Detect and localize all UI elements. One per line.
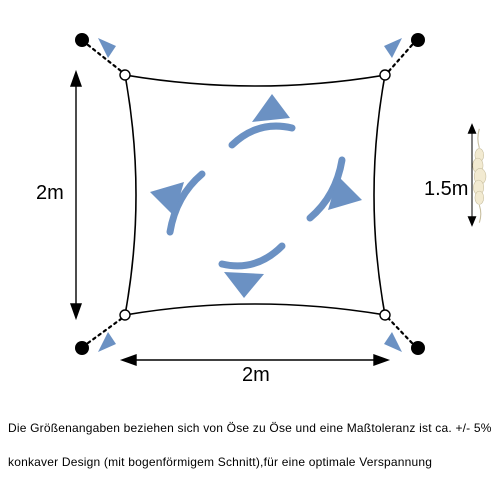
caption-line-2: konkaver Design (mit bogenförmigem Schni…	[8, 452, 492, 474]
dim-bottom-label: 2m	[242, 364, 270, 387]
dim-left	[71, 72, 81, 318]
caption-line-1: Die Größenangaben beziehen sich von Öse …	[8, 418, 492, 440]
dim-left-label: 2m	[36, 182, 64, 205]
anchor-dots	[75, 33, 425, 355]
sail-diagram	[0, 0, 500, 420]
rope-illustration	[452, 120, 492, 230]
concave-arrows	[150, 94, 362, 298]
diagram-canvas: 2m 2m 1.5m Die Größenangaben beziehen si…	[0, 0, 500, 500]
